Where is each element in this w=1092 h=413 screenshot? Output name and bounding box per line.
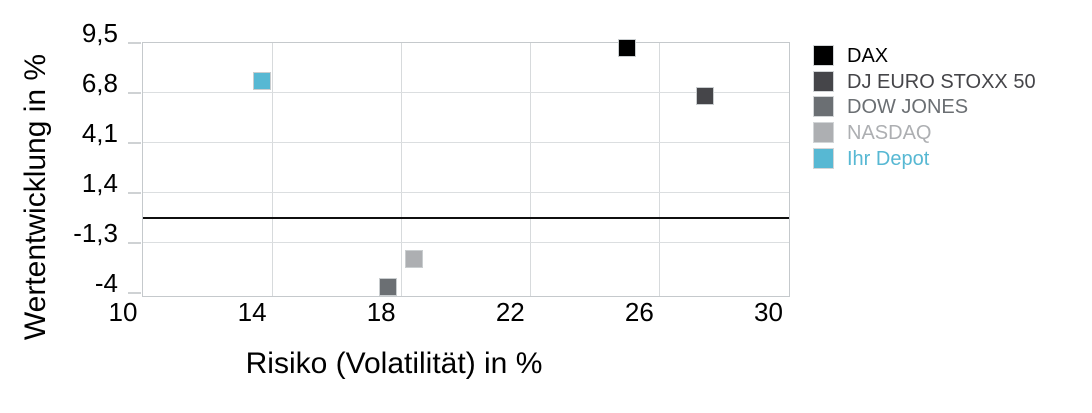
legend-swatch: [813, 45, 834, 66]
x-tick-label: 18: [366, 297, 396, 327]
data-point-marker-dow-jones: [379, 277, 398, 296]
legend-swatch: [813, 147, 834, 169]
x-tick-label: 30: [754, 297, 783, 327]
legend-label: Ihr Depot: [847, 147, 930, 170]
data-point-marker-dj-euro-stoxx-50: [695, 87, 714, 106]
plot-area: [142, 39, 790, 297]
y-tick-mark: [128, 291, 141, 294]
horizontal-gridline: [143, 92, 789, 93]
vertical-gridline: [271, 42, 273, 296]
y-tick-mark: [128, 41, 141, 44]
legend-label: DOW JONES: [847, 96, 969, 119]
y-tick-label: 6,8: [81, 67, 118, 98]
vertical-gridline: [400, 42, 402, 296]
y-tick-mark: [128, 141, 141, 144]
y-tick-label: 1,4: [81, 167, 118, 198]
x-tick-label: 22: [495, 297, 525, 327]
data-point-marker-nasdaq: [405, 250, 424, 269]
legend-label: DJ EURO STOXX 50: [847, 70, 1036, 93]
data-point-marker-ihr-depot: [253, 72, 272, 91]
x-tick-label: 26: [624, 297, 654, 327]
y-tick-label: -1,3: [73, 217, 118, 248]
x-tick-label: 14: [237, 297, 267, 327]
horizontal-gridline: [143, 242, 789, 244]
y-axis-title: Wertentwicklung in %: [19, 53, 52, 341]
x-tick-label: 10: [108, 297, 138, 327]
y-tick-mark: [128, 191, 141, 194]
vertical-gridline: [529, 42, 531, 296]
legend-label: DAX: [847, 45, 889, 67]
x-axis-title: Risiko (Volatilität) in %: [245, 347, 543, 380]
legend-swatch: [813, 122, 834, 144]
data-point-marker-dax: [618, 39, 637, 58]
legend-swatch: [813, 70, 834, 92]
horizontal-gridline: [143, 192, 789, 194]
legend-label: NASDAQ: [847, 122, 932, 145]
legend: DAX DJ EURO STOXX 50 DOW JONES NASDAQ Ihr De…: [813, 0, 1092, 413]
y-tick-mark: [128, 91, 141, 94]
y-tick-label: -4: [94, 267, 118, 298]
zero-line: [143, 217, 789, 220]
legend-swatch: [813, 96, 834, 118]
y-tick-label: 4,1: [81, 117, 118, 148]
y-tick-mark: [128, 241, 141, 244]
y-tick-label: 9,5: [81, 17, 118, 48]
horizontal-gridline: [143, 142, 789, 143]
vertical-gridline: [658, 42, 660, 296]
